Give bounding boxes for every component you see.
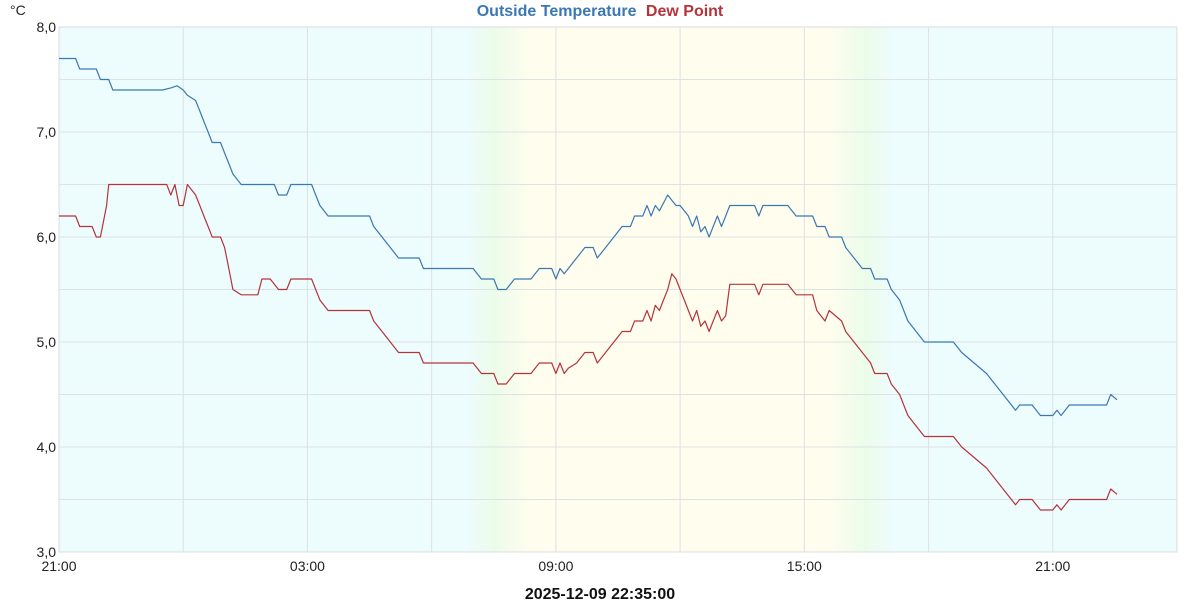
x-tick-label: 21:00 xyxy=(41,558,76,574)
series-line-dew-point xyxy=(59,183,1118,511)
y-axis-unit: °C xyxy=(10,2,26,18)
title-series-dew-point: Dew Point xyxy=(646,3,724,20)
x-tick-label: 03:00 xyxy=(290,558,325,574)
title-series-outside-temperature: Outside Temperature xyxy=(477,3,637,20)
x-tick-label: 21:00 xyxy=(1035,558,1070,574)
y-axis-ticks: 3,0 4,0 5,0 6,0 7,0 8,0 xyxy=(37,19,57,560)
series-layer xyxy=(59,57,1118,511)
series-line-outside-temperature xyxy=(59,57,1118,417)
y-tick-label: 5,0 xyxy=(37,334,57,350)
x-tick-label: 15:00 xyxy=(787,558,822,574)
chart-title: Outside Temperature Dew Point xyxy=(477,3,724,20)
y-tick-label: 4,0 xyxy=(37,439,57,455)
x-tick-label: 09:00 xyxy=(538,558,573,574)
x-axis-ticks: 21:00 03:00 09:00 15:00 21:00 xyxy=(41,558,1070,574)
y-tick-label: 6,0 xyxy=(37,229,57,245)
y-tick-label: 8,0 xyxy=(37,19,57,35)
y-tick-label: 7,0 xyxy=(37,124,57,140)
timestamp-footer: 2025-12-09 22:35:00 xyxy=(525,586,675,600)
plot-border xyxy=(58,26,1178,553)
y-tick-label: 3,0 xyxy=(37,544,57,560)
